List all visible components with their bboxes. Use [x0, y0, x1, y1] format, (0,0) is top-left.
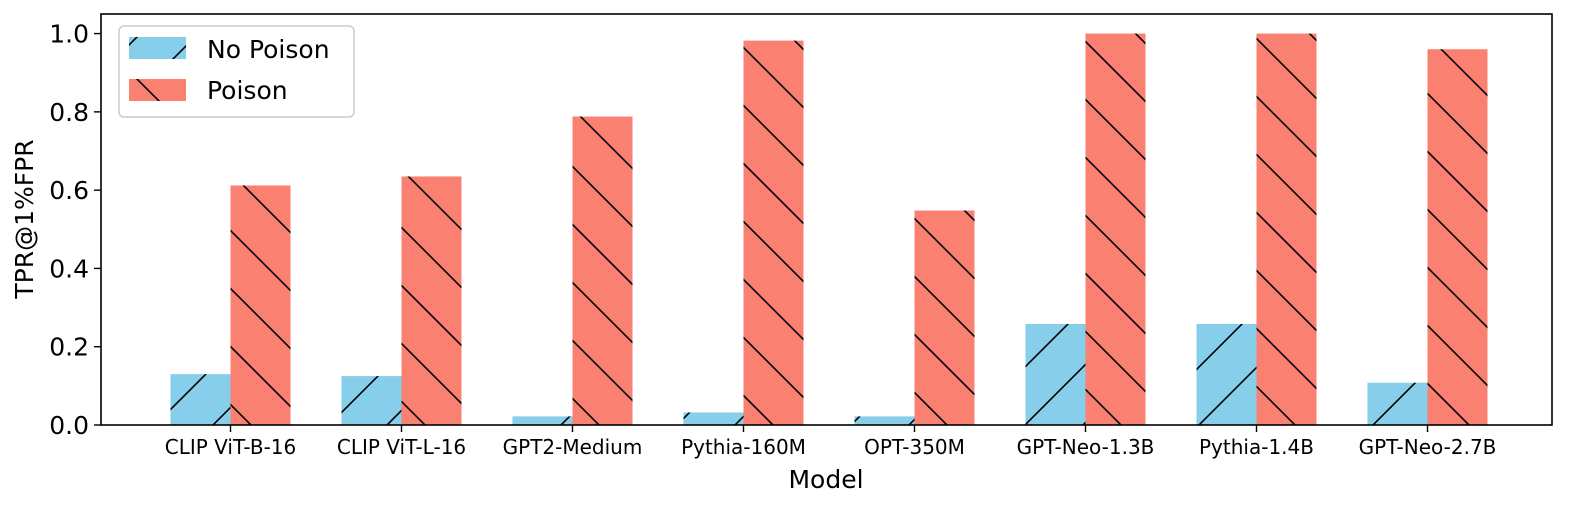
y-tick-label: 0.0: [49, 411, 89, 440]
y-tick-label: 0.8: [49, 98, 89, 127]
bar-poison-1: [401, 176, 462, 425]
bars-group: [170, 33, 1488, 426]
legend-label-poison: Poison: [207, 76, 288, 105]
y-axis-ticks: 0.0 0.2 0.4 0.6 0.8 1.0: [49, 20, 101, 440]
bar-no-poison-0: [170, 374, 231, 425]
x-axis-ticks: CLIP ViT-B-16 CLIP ViT-L-16 GPT2-Medium Pyt…: [165, 425, 1497, 459]
y-axis-label: TPR@1%FPR: [10, 139, 39, 299]
x-axis-label: Model: [788, 465, 863, 494]
legend-label-no-poison: No Poison: [207, 35, 330, 64]
x-tick-label: GPT-Neo-1.3B: [1017, 435, 1155, 459]
x-tick-label: CLIP ViT-B-16: [165, 435, 297, 459]
y-tick-label: 0.4: [49, 254, 89, 283]
bar-poison-0: [230, 185, 291, 425]
bar-no-poison-3: [683, 412, 744, 425]
bar-no-poison-4: [854, 416, 915, 425]
y-tick-label: 1.0: [49, 20, 89, 49]
bar-poison-4: [914, 210, 975, 425]
bar-no-poison-6: [1196, 324, 1257, 425]
bar-no-poison-2: [512, 416, 573, 425]
legend-swatch-no-poison: [129, 37, 186, 59]
bar-poison-3: [743, 40, 804, 426]
bar-no-poison-1: [341, 376, 402, 425]
x-tick-label: GPT2-Medium: [503, 435, 643, 459]
bar-poison-6: [1256, 33, 1317, 425]
x-tick-label: Pythia-160M: [681, 435, 806, 459]
bar-poison-2: [572, 116, 633, 425]
y-tick-label: 0.6: [49, 176, 89, 205]
x-tick-label: OPT-350M: [864, 435, 965, 459]
bar-no-poison-5: [1025, 324, 1086, 425]
x-tick-label: CLIP ViT-L-16: [337, 435, 466, 459]
bar-no-poison-7: [1367, 382, 1428, 425]
bar-poison-5: [1085, 33, 1146, 425]
legend: No Poison Poison: [118, 25, 355, 118]
bar-poison-7: [1427, 49, 1488, 425]
legend-swatch-poison: [129, 79, 186, 101]
x-tick-label: Pythia-1.4B: [1199, 435, 1314, 459]
plot-frame: [100, 13, 1553, 426]
x-tick-label: GPT-Neo-2.7B: [1359, 435, 1497, 459]
y-tick-label: 0.2: [49, 333, 89, 362]
